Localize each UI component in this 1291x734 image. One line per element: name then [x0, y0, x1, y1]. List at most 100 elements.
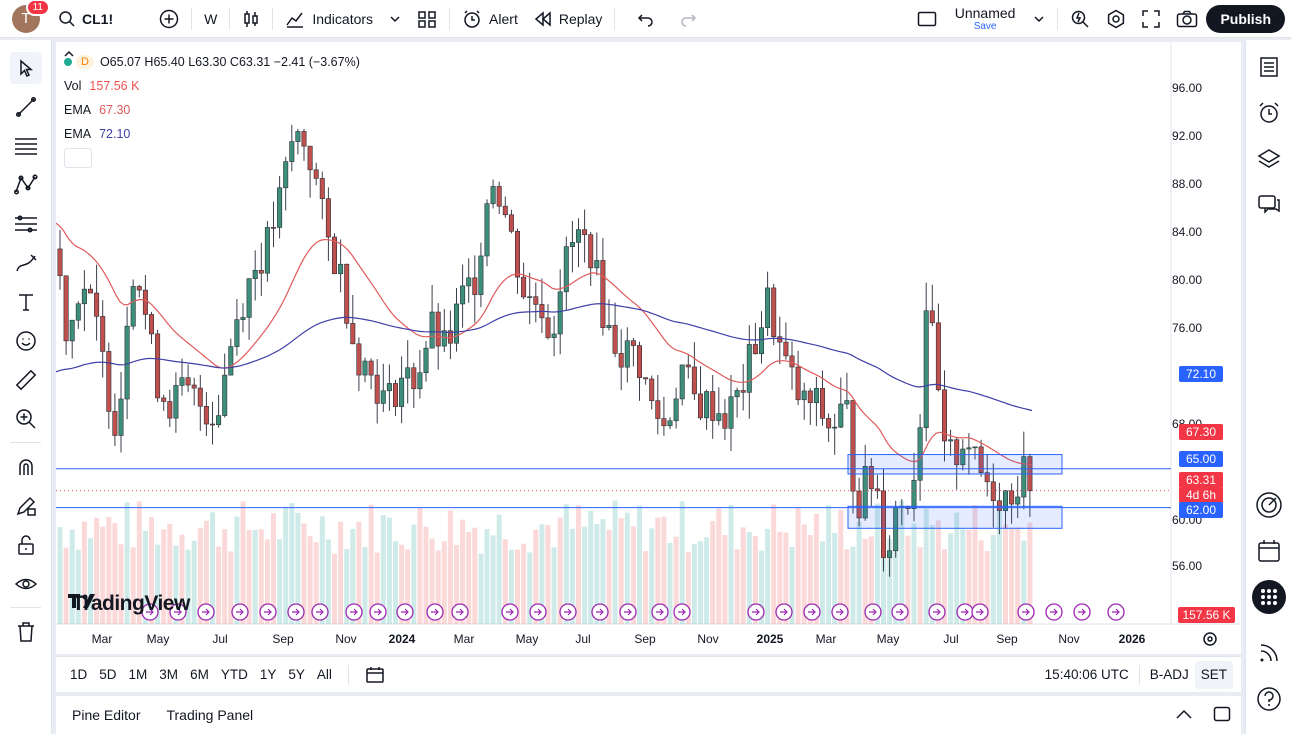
- timezone-clock[interactable]: 15:40:06 UTC: [1044, 667, 1129, 682]
- candle-body: [466, 277, 472, 287]
- text-tool[interactable]: [0, 282, 52, 321]
- range-1m[interactable]: 1M: [128, 667, 148, 682]
- cursor-tool[interactable]: [0, 48, 52, 87]
- go-to-date-button[interactable]: [359, 657, 391, 693]
- event-marker-arrow: [1022, 608, 1030, 616]
- user-avatar[interactable]: T 11: [12, 0, 50, 33]
- brush-tool[interactable]: [0, 243, 52, 282]
- range-1d[interactable]: 1D: [70, 667, 88, 682]
- pencil-lock-icon: [16, 496, 36, 516]
- volume-bar: [350, 528, 356, 624]
- session-toggle[interactable]: SET: [1194, 660, 1233, 689]
- range-ytd[interactable]: YTD: [220, 667, 248, 682]
- range-3m[interactable]: 3M: [159, 667, 179, 682]
- event-marker-arrow: [1078, 608, 1086, 616]
- volume-bar: [698, 541, 703, 624]
- candle-body: [551, 333, 557, 338]
- redo-button[interactable]: [671, 0, 705, 38]
- panel-collapse-button[interactable]: [1175, 707, 1193, 723]
- tradingview-logo-icon: [68, 594, 95, 608]
- layout-toggle[interactable]: [909, 0, 945, 38]
- volume-bar: [362, 547, 368, 624]
- fib-tool[interactable]: [0, 126, 52, 165]
- help-button[interactable]: [1246, 676, 1291, 722]
- event-marker-arrow: [316, 608, 324, 616]
- stay-drawing-tool[interactable]: [0, 486, 52, 525]
- layout-name-button[interactable]: Unnamed Save: [945, 0, 1026, 38]
- calendar-button[interactable]: [1246, 528, 1291, 574]
- volume-bar: [746, 531, 752, 624]
- quick-search-button[interactable]: [1062, 0, 1098, 38]
- remove-tool[interactable]: [0, 612, 52, 651]
- volume-bar: [142, 530, 148, 624]
- adjustment-toggle[interactable]: B-ADJ: [1149, 667, 1189, 682]
- range-all[interactable]: All: [316, 667, 332, 682]
- volume-bar: [935, 520, 941, 624]
- event-marker-arrow: [869, 608, 877, 616]
- ema2-row[interactable]: EMA 72.10: [64, 122, 360, 146]
- lock-tool[interactable]: [0, 525, 52, 564]
- chats-button[interactable]: [1246, 182, 1291, 228]
- candle-body: [734, 390, 740, 398]
- volume-bar: [765, 528, 771, 624]
- layout-menu-button[interactable]: [1025, 0, 1053, 38]
- forecast-tool[interactable]: [0, 204, 52, 243]
- quick-search-icon: [1072, 10, 1089, 28]
- axis-settings-icon[interactable]: [1202, 631, 1218, 647]
- tradingview-watermark[interactable]: TradingView: [68, 592, 190, 616]
- replay-button[interactable]: Replay: [526, 0, 611, 38]
- indicators-button[interactable]: Indicators: [277, 0, 409, 38]
- snapshot-button[interactable]: [1168, 0, 1206, 38]
- trading-panel-tab[interactable]: Trading Panel: [166, 707, 254, 723]
- range-5d[interactable]: 5D: [99, 667, 117, 682]
- watchlist-button[interactable]: [1246, 44, 1291, 90]
- volume-bar: [563, 504, 569, 624]
- fullscreen-button[interactable]: [1134, 0, 1168, 38]
- magnet-tool[interactable]: [0, 447, 52, 486]
- candle-body: [716, 413, 722, 421]
- signal-button[interactable]: [1246, 630, 1291, 676]
- chart-pane[interactable]: D O65.07 H65.40 L63.30 C63.31 −2.41 (−3.…: [56, 42, 1241, 654]
- volume-bar: [203, 520, 209, 624]
- volume-bar: [216, 546, 222, 624]
- chart-type-button[interactable]: [234, 0, 268, 38]
- measure-tool[interactable]: [0, 360, 52, 399]
- target-button[interactable]: [1246, 482, 1291, 528]
- candle-body: [136, 286, 142, 291]
- range-6m[interactable]: 6M: [190, 667, 209, 682]
- compare-button[interactable]: [151, 0, 187, 38]
- pattern-tool[interactable]: [0, 165, 52, 204]
- pine-editor-tab[interactable]: Pine Editor: [72, 707, 141, 723]
- layouts-button[interactable]: [409, 0, 445, 38]
- candle-body: [222, 374, 228, 416]
- settings-button[interactable]: [1098, 0, 1134, 38]
- candle-body: [588, 234, 594, 269]
- candle-body: [441, 330, 447, 347]
- hide-tool[interactable]: [0, 564, 52, 603]
- zoom-tool[interactable]: [0, 399, 52, 438]
- object-tree-button[interactable]: [1246, 136, 1291, 182]
- vol-row[interactable]: Vol 157.56 K: [64, 74, 360, 98]
- time-label: Mar: [453, 632, 475, 646]
- alert-button[interactable]: Alert: [454, 0, 526, 38]
- symbol-search-button[interactable]: CL1!: [50, 0, 121, 38]
- range-1y[interactable]: 1Y: [259, 667, 277, 682]
- event-marker-arrow: [146, 608, 154, 616]
- trend-line-tool[interactable]: [0, 87, 52, 126]
- volume-bar: [191, 540, 197, 624]
- legend-collapse-button[interactable]: [64, 50, 92, 168]
- price-label: 84.00: [1172, 225, 1203, 239]
- panel-maximize-button[interactable]: [1213, 706, 1231, 725]
- divider: [347, 664, 349, 685]
- products-button[interactable]: [1246, 574, 1291, 620]
- ema1-row[interactable]: EMA 67.30: [64, 98, 360, 122]
- alerts-panel-button[interactable]: [1246, 90, 1291, 136]
- undo-button[interactable]: [629, 0, 663, 38]
- emoji-tool[interactable]: [0, 321, 52, 360]
- event-marker-arrow: [431, 608, 439, 616]
- price-chart[interactable]: [56, 42, 1241, 654]
- publish-button[interactable]: Publish: [1206, 4, 1285, 33]
- range-5y[interactable]: 5Y: [288, 667, 305, 682]
- layout-save-status: Save: [973, 20, 997, 32]
- interval-button[interactable]: W: [204, 10, 218, 27]
